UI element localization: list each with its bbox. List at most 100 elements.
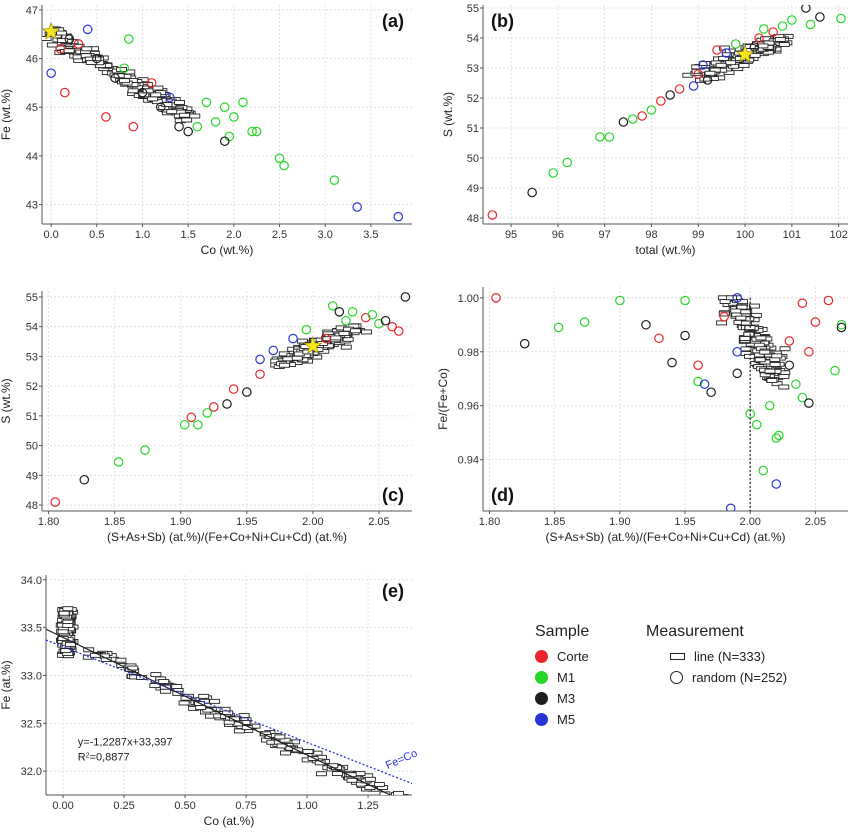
random-measurement-mark <box>749 42 760 52</box>
line-measurement-mark <box>738 63 750 68</box>
x-tick-label: 99 <box>692 229 704 241</box>
random-measurement-mark <box>119 63 130 74</box>
line-measurement-mark <box>766 378 778 383</box>
random-measurement-mark <box>491 292 501 303</box>
legend-item-m1: M1 <box>535 667 589 688</box>
y-tick-label: 48 <box>26 500 38 512</box>
random-measurement-mark <box>732 346 742 357</box>
random-measurement-mark <box>688 81 699 91</box>
line-measurement-mark <box>282 356 294 362</box>
legend-label: line (N=333) <box>694 649 766 664</box>
line-measurement-mark <box>57 38 69 43</box>
random-measurement-mark <box>387 321 397 332</box>
random-measurement-mark <box>771 479 782 489</box>
line-measurement-mark <box>779 346 791 352</box>
random-measurement-mark <box>699 379 710 389</box>
random-measurement-mark <box>656 96 666 106</box>
random-measurement-mark <box>334 307 345 317</box>
random-measurement-mark <box>627 114 638 124</box>
random-measurement-mark <box>836 319 847 330</box>
y-tick-label: 34.0 <box>21 575 42 587</box>
random-measurement-mark <box>73 39 84 49</box>
x-tick-label: 1.85 <box>104 516 125 528</box>
random-measurement-mark <box>137 87 148 98</box>
line-measurement-mark <box>149 683 161 689</box>
random-measurement-mark <box>579 317 590 327</box>
y-tick-label: 52 <box>467 93 479 105</box>
line-measurement-mark <box>150 672 162 678</box>
random-measurement-mark <box>255 354 265 365</box>
random-measurement-mark <box>615 295 625 306</box>
random-measurement-mark <box>674 84 685 94</box>
random-measurement-mark <box>815 12 825 22</box>
ideal-line-label: Fe=Co <box>384 747 419 772</box>
line-measurement-mark <box>735 315 747 321</box>
random-measurement-mark <box>768 27 778 37</box>
random-measurement-mark <box>548 168 558 178</box>
random-measurement-mark <box>113 457 124 467</box>
random-measurement-mark <box>242 387 252 397</box>
random-measurement-mark <box>693 69 704 79</box>
random-measurement-mark <box>251 126 262 137</box>
legend-swatch <box>535 650 548 664</box>
y-tick-label: 32.5 <box>21 718 42 730</box>
panel-label: (e) <box>382 581 404 601</box>
line-measurement-mark <box>115 657 127 663</box>
line-measurement-mark <box>757 43 769 49</box>
random-measurement-mark <box>836 13 846 24</box>
y-tick-label: 53 <box>26 351 38 363</box>
line-measurement-mark <box>346 777 358 783</box>
legend-label: Corte <box>557 649 589 664</box>
line-measurement-mark <box>393 790 404 795</box>
line-measurement-mark <box>181 117 193 123</box>
line-measurement-mark <box>744 353 755 359</box>
y-tick-label: 0.94 <box>458 455 479 467</box>
x-axis-label: Co (wt.%) <box>201 243 254 257</box>
random-measurement-mark <box>797 298 808 308</box>
random-measurement-mark <box>804 398 814 408</box>
line-measurement-mark <box>174 100 185 105</box>
random-measurement-mark <box>222 399 232 409</box>
random-measurement-mark <box>64 34 75 44</box>
x-tick-label: 1.25 <box>357 800 378 812</box>
legend-label: M5 <box>557 712 576 727</box>
legend-label: M1 <box>557 670 576 685</box>
random-measurement-mark <box>758 465 769 476</box>
circle-symbol-icon <box>670 671 683 685</box>
plot-area <box>491 292 847 511</box>
y-axis-label: S (wt.%) <box>441 92 455 137</box>
x-axis-label: total (wt.%) <box>635 243 695 257</box>
x-axis-label: (S+As+Sb) (at.%)/(Fe+Co+Ni+Cu+Cd) (at.%) <box>107 530 347 544</box>
chart-panel-c: 1.80 1.85 1.90 1.95 2.00 2.05 48 49 50 51 52 53 54 55… <box>0 291 412 544</box>
random-measurement-mark <box>155 102 166 112</box>
random-measurement-mark <box>553 322 564 333</box>
x-tick-label: 1.0 <box>135 229 150 241</box>
line-measurement-mark <box>195 705 207 711</box>
random-measurement-mark <box>238 97 248 108</box>
regression-equation: y=-1,2287x+33,397 <box>78 736 173 748</box>
random-measurement-mark <box>604 132 615 142</box>
y-axis-label: Fe/(Fe+Co) <box>436 368 450 430</box>
line-measurement-mark <box>65 641 76 647</box>
line-measurement-mark <box>62 623 74 628</box>
line-measurement-mark <box>718 45 730 51</box>
x-tick-label: 0.25 <box>113 800 134 812</box>
x-tick-label: 0.5 <box>89 229 104 241</box>
random-measurement-mark <box>774 430 784 441</box>
line-measurement-mark <box>384 794 396 795</box>
line-measurement-mark <box>739 336 751 341</box>
random-measurement-mark <box>680 330 690 341</box>
legend-label: random (N=252) <box>692 670 788 685</box>
random-measurement-mark <box>400 292 411 302</box>
random-measurement-mark <box>201 97 212 108</box>
r2-base: R <box>78 751 86 763</box>
line-measurement-mark <box>715 62 727 68</box>
legend-item-corte: Corte <box>535 646 589 667</box>
line-measurement-mark <box>699 61 711 66</box>
random-measurement-mark <box>637 111 647 121</box>
y-tick-label: 0.96 <box>458 401 479 413</box>
line-measurement-mark <box>178 700 190 706</box>
line-measurement-mark <box>764 368 776 374</box>
random-measurement-mark <box>641 319 651 330</box>
random-measurement-mark <box>732 368 742 379</box>
